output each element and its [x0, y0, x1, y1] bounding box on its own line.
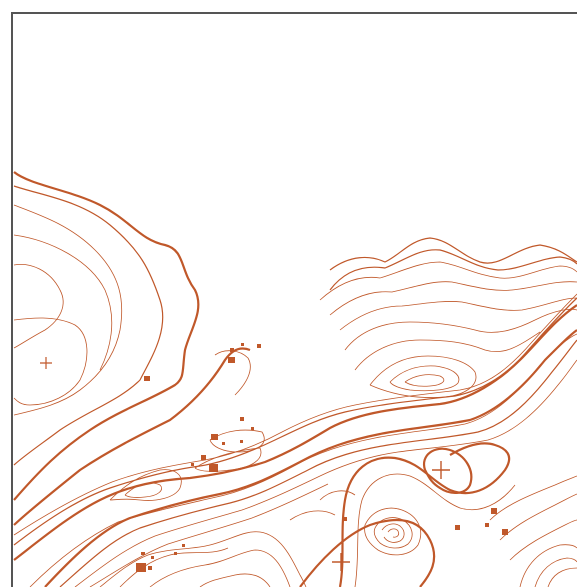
map-border — [11, 12, 577, 587]
point-symbol[interactable] — [455, 525, 460, 530]
contour-upper-right-mid — [329, 249, 577, 291]
point-symbol[interactable] — [136, 563, 146, 572]
index-contour-lower-right — [338, 442, 511, 587]
point-symbol[interactable] — [251, 427, 254, 430]
point-symbol[interactable] — [343, 517, 347, 521]
point-symbol[interactable] — [148, 566, 152, 570]
point-symbol[interactable] — [240, 440, 243, 443]
point-symbol[interactable] — [211, 434, 218, 440]
point-symbol[interactable] — [144, 376, 150, 381]
point-symbol[interactable] — [485, 523, 489, 527]
contour-ridge-thin — [13, 293, 577, 587]
contour-ridge-mid — [13, 237, 577, 587]
point-symbol[interactable] — [241, 343, 244, 346]
contour-upper-right — [319, 261, 577, 398]
summit-marker-icon[interactable] — [40, 357, 52, 369]
index-contour-ridge — [13, 304, 577, 587]
contour-lower-right-thin — [289, 473, 577, 587]
point-symbol[interactable] — [240, 417, 244, 421]
point-symbol[interactable] — [151, 556, 154, 559]
point-symbol[interactable] — [222, 442, 225, 445]
contour-lines — [13, 171, 577, 587]
contour-left-hill-1 — [13, 185, 164, 466]
point-symbol[interactable] — [182, 544, 185, 547]
point-symbol[interactable] — [228, 357, 235, 363]
summit-marker-icon[interactable] — [332, 553, 350, 571]
point-symbol[interactable] — [257, 344, 261, 348]
summit-markers — [40, 357, 450, 571]
point-symbol[interactable] — [201, 455, 206, 460]
point-symbol[interactable] — [141, 552, 145, 555]
contour-left-hill-thin — [13, 204, 123, 416]
point-symbol[interactable] — [230, 348, 234, 352]
index-contour-left-hill — [13, 171, 200, 501]
summit-marker-icon[interactable] — [432, 461, 450, 479]
point-symbol[interactable] — [209, 464, 218, 472]
point-symbol[interactable] — [174, 552, 177, 555]
point-symbol[interactable] — [502, 529, 508, 535]
contour-lower-left — [99, 531, 307, 587]
point-symbols — [136, 343, 508, 572]
point-symbol[interactable] — [491, 508, 497, 514]
point-symbol[interactable] — [191, 463, 194, 466]
